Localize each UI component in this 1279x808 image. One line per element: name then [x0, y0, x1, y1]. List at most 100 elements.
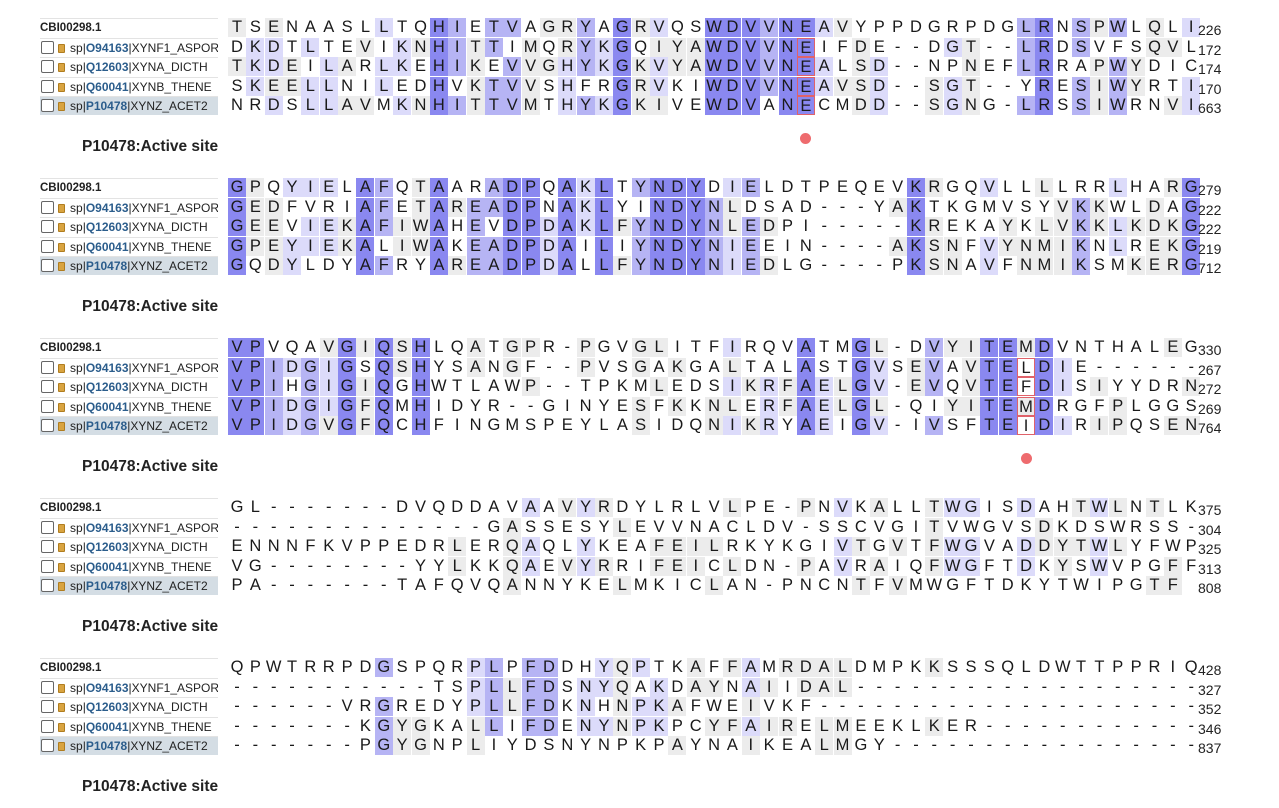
separator: |	[128, 559, 132, 574]
sequence-row-p10478[interactable]: sp|P10478|XYNZ_ACET2	[40, 576, 218, 595]
sequence-row-q60041[interactable]: sp|Q60041|XYNB_THENE	[40, 396, 218, 416]
row-checkbox[interactable]	[41, 40, 54, 54]
accession-link[interactable]: Q60041	[85, 559, 129, 574]
residue: W	[943, 556, 962, 576]
row-checkbox[interactable]	[41, 259, 54, 272]
residue: N	[744, 576, 757, 594]
accession-link[interactable]: P10478	[85, 99, 128, 113]
residue: L	[746, 517, 756, 536]
residue: L	[305, 256, 315, 274]
row-checkbox[interactable]	[41, 239, 54, 253]
sequence-row-o94163[interactable]: sp|O94163|XYNF1_ASPOR	[40, 37, 218, 57]
sequence-row-q60041[interactable]: sp|Q60041|XYNB_THENE	[40, 236, 218, 256]
accession-link[interactable]: Q12603	[85, 380, 129, 394]
residue: Y	[668, 57, 687, 76]
sequence-row-o94163[interactable]: sp|O94163|XYNF1_ASPOR	[40, 357, 218, 377]
row-checkbox[interactable]	[41, 200, 54, 214]
row-checkbox[interactable]	[41, 739, 54, 752]
residue: -	[1188, 697, 1194, 715]
active-site-marker[interactable]	[1020, 453, 1032, 464]
accession-link[interactable]: P10478	[85, 579, 128, 593]
residue: V	[228, 377, 246, 396]
row-checkbox[interactable]	[41, 220, 54, 233]
accession-link[interactable]: Q12603	[85, 700, 129, 714]
accession-link[interactable]: Q12603	[85, 60, 129, 74]
residue: L	[301, 76, 320, 96]
accession-link[interactable]: P10478	[85, 739, 128, 753]
residue: G	[228, 178, 246, 197]
row-checkbox[interactable]	[41, 60, 54, 73]
accession-link[interactable]: Q60041	[85, 399, 129, 414]
sequence-row-q12603[interactable]: sp|Q12603|XYNA_DICTH	[40, 57, 218, 76]
residue: G	[943, 37, 962, 57]
sequence-row-p10478[interactable]: sp|P10478|XYNZ_ACET2	[40, 736, 218, 755]
accession-link[interactable]: O94163	[85, 520, 129, 535]
residue: -	[344, 736, 350, 754]
separator: |	[128, 60, 132, 74]
residue: V	[980, 178, 999, 197]
row-checkbox[interactable]	[41, 419, 54, 432]
residue: G	[1129, 576, 1143, 594]
residue: K	[741, 377, 760, 396]
residue: F	[521, 658, 540, 677]
residue: W	[705, 18, 724, 37]
residue: P	[796, 498, 815, 517]
row-checkbox[interactable]	[41, 700, 54, 713]
residue: A	[356, 178, 375, 197]
accession-link[interactable]: Q12603	[85, 540, 129, 554]
accession-link[interactable]: O94163	[85, 40, 129, 55]
residue: L	[870, 338, 889, 357]
sequence-row-q60041[interactable]: sp|Q60041|XYNB_THENE	[40, 716, 218, 736]
residue: F	[984, 556, 995, 575]
row-checkbox[interactable]	[41, 540, 54, 553]
residue: Q	[542, 37, 556, 56]
accession-link[interactable]: O94163	[85, 360, 129, 375]
active-site-marker[interactable]	[800, 133, 812, 144]
accession-link[interactable]: P10478	[85, 259, 128, 273]
sequence-row-p10478[interactable]: sp|P10478|XYNZ_ACET2	[40, 416, 218, 435]
residue: V	[319, 416, 338, 435]
sequence-row-q60041[interactable]: sp|Q60041|XYNB_THENE	[40, 556, 218, 576]
sequence-row-p10478[interactable]: sp|P10478|XYNZ_ACET2	[40, 256, 218, 275]
row-checkbox[interactable]	[41, 79, 54, 93]
residue: K	[631, 57, 650, 76]
accession-link[interactable]: Q60041	[85, 719, 129, 734]
residue: D	[1017, 537, 1036, 556]
residue: F	[709, 338, 720, 356]
sequence-row-q12603[interactable]: sp|Q12603|XYNA_DICTH	[40, 697, 218, 716]
sequence-row-o94163[interactable]: sp|O94163|XYNF1_ASPOR	[40, 517, 218, 537]
residue: D	[322, 256, 335, 274]
residue: H	[429, 76, 448, 96]
residue-end-number: 325	[1198, 541, 1222, 557]
row-checkbox[interactable]	[41, 579, 54, 592]
row-checkbox[interactable]	[41, 380, 54, 393]
row-checkbox[interactable]	[41, 520, 54, 534]
residue: S	[818, 517, 830, 536]
sequence-row-o94163[interactable]: sp|O94163|XYNF1_ASPOR	[40, 197, 218, 217]
sequence-row-q12603[interactable]: sp|Q12603|XYNA_DICTH	[40, 377, 218, 396]
accession-link[interactable]: Q60041	[85, 79, 129, 94]
sequence-row-q12603[interactable]: sp|Q12603|XYNA_DICTH	[40, 537, 218, 556]
row-checkbox[interactable]	[41, 399, 54, 413]
residue: E	[466, 256, 485, 275]
accession-link[interactable]: O94163	[85, 680, 129, 695]
residue: A	[558, 197, 577, 217]
row-checkbox[interactable]	[41, 680, 54, 694]
residue: E	[264, 18, 283, 37]
sequence-row-q12603[interactable]: sp|Q12603|XYNA_DICTH	[40, 217, 218, 236]
sequence-row-p10478[interactable]: sp|P10478|XYNZ_ACET2	[40, 96, 218, 115]
row-checkbox[interactable]	[41, 719, 54, 733]
residue: I	[760, 677, 779, 697]
row-checkbox[interactable]	[41, 99, 54, 112]
row-checkbox[interactable]	[41, 360, 54, 374]
sequence-row-o94163[interactable]: sp|O94163|XYNF1_ASPOR	[40, 677, 218, 697]
residue: G	[542, 396, 556, 415]
accession-link[interactable]: Q60041	[85, 239, 129, 254]
residue: H	[411, 377, 430, 396]
accession-link[interactable]: O94163	[85, 200, 129, 215]
accession-link[interactable]: P10478	[85, 419, 128, 433]
row-checkbox[interactable]	[41, 559, 54, 573]
residue: K	[393, 37, 412, 57]
sequence-row-q60041[interactable]: sp|Q60041|XYNB_THENE	[40, 76, 218, 96]
accession-link[interactable]: Q12603	[85, 220, 129, 234]
